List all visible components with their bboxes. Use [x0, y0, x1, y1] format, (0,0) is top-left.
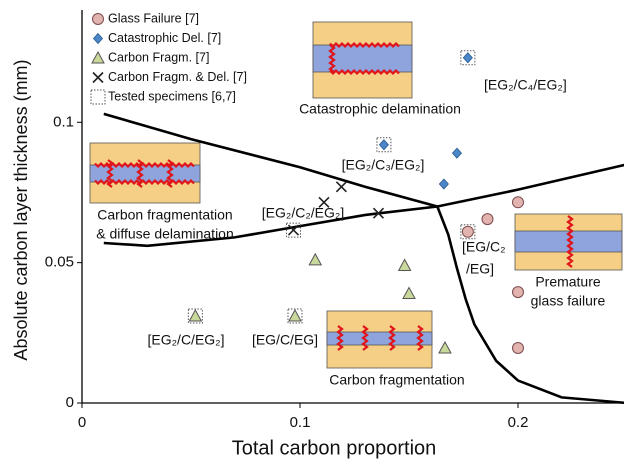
point — [287, 308, 303, 324]
region-boundary — [103, 112, 438, 208]
region-boundary — [103, 163, 624, 248]
region-label: glass failure — [531, 293, 606, 309]
point — [188, 308, 203, 322]
point — [481, 213, 494, 226]
legend-marker — [92, 13, 104, 25]
x-axis-label: Total carbon proportion — [232, 437, 437, 459]
legend-label: Carbon Fragm. [7] — [108, 50, 209, 64]
point — [288, 308, 302, 322]
point — [451, 147, 462, 159]
point — [376, 137, 392, 153]
inset — [326, 310, 433, 369]
point — [512, 341, 524, 354]
point — [461, 225, 474, 238]
region-label: Carbon fragmentation — [329, 372, 464, 388]
inset — [89, 142, 201, 204]
crack — [329, 68, 400, 76]
point — [335, 181, 347, 193]
point — [512, 286, 524, 299]
point — [285, 222, 301, 238]
region-boundary — [436, 206, 624, 405]
legend-label: Carbon Fragm. & Del. [7] — [108, 70, 247, 84]
crack — [328, 44, 336, 73]
point — [512, 196, 524, 209]
inset — [312, 21, 413, 99]
x-tick-label: 0.1 — [290, 414, 311, 431]
legend-label: Tested specimens [6,7] — [108, 89, 236, 103]
carbon-layer — [326, 331, 433, 346]
crack — [361, 325, 369, 351]
crack — [336, 325, 344, 351]
point — [460, 50, 476, 66]
point — [372, 207, 385, 219]
crack — [166, 159, 174, 188]
inset — [514, 213, 623, 271]
point — [318, 196, 330, 208]
crack — [94, 161, 195, 169]
specimen-label: /EG] — [466, 261, 494, 277]
point — [397, 258, 412, 271]
region-label: & diffuse delamination — [96, 226, 234, 242]
insets — [89, 21, 623, 369]
point — [287, 224, 300, 236]
crack — [136, 159, 144, 188]
x-tick-label: 0 — [78, 414, 86, 431]
specimen-label: [EG₂/C₂/EG₂] — [262, 205, 344, 221]
point — [438, 340, 452, 354]
y-axis-label: Absolute carbon layer thickness (mm) — [11, 59, 31, 360]
point — [308, 252, 323, 266]
y-tick-label: 0.05 — [45, 254, 74, 271]
crack — [329, 41, 400, 49]
y-tick-label: 0 — [66, 394, 74, 411]
crack — [566, 215, 574, 268]
region-label: Carbon fragmentation — [97, 207, 232, 223]
crack — [388, 325, 396, 351]
point — [187, 308, 203, 324]
y-tick-label: 0.1 — [53, 113, 74, 130]
legend-marker — [91, 50, 105, 64]
legend-marker — [90, 89, 106, 105]
region-label: Catastrophic delamination — [299, 101, 461, 117]
legend-label: Glass Failure [7] — [108, 11, 199, 25]
crack — [106, 159, 114, 188]
specimen-label: [EG₂/C/EG₂] — [148, 332, 225, 348]
specimen-label: [EG/C/EG] — [252, 332, 318, 348]
point — [462, 52, 473, 64]
point — [378, 139, 389, 151]
legend-marker — [92, 32, 104, 45]
x-tick-label: 0.2 — [508, 414, 529, 431]
point — [402, 286, 416, 300]
point — [438, 178, 449, 190]
point — [460, 224, 476, 240]
specimen-label: [EG₂/C₄/EG₂] — [484, 77, 567, 93]
legend-label: Catastrophic Del. [7] — [108, 31, 221, 45]
region-label: Premature — [535, 274, 601, 290]
carbon-layer — [312, 44, 413, 73]
specimen-label: [EG/C₂ — [462, 239, 506, 255]
specimen-label: [EG₂/C₃/EG₂] — [342, 157, 425, 173]
crack — [416, 325, 424, 351]
legend-marker — [92, 71, 104, 84]
